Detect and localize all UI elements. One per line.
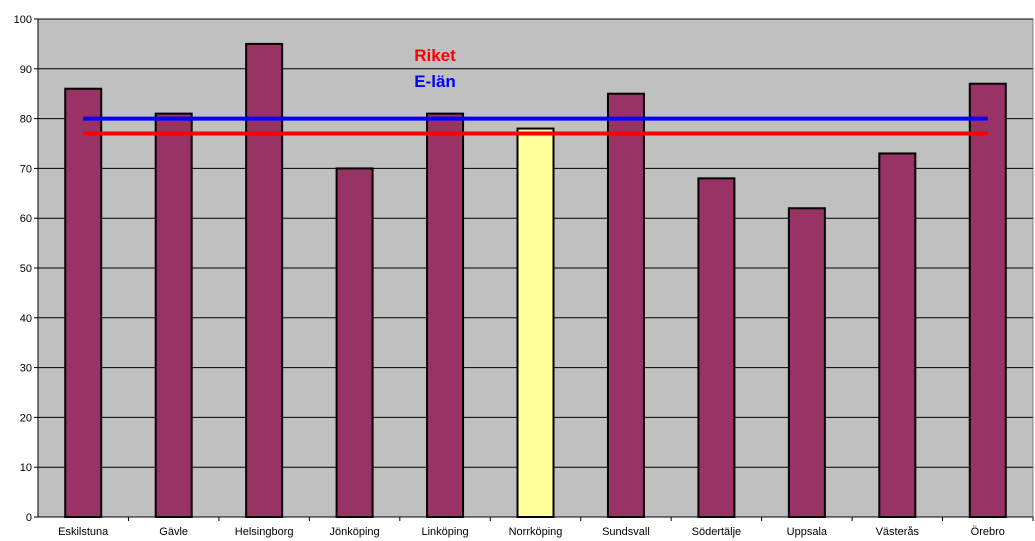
y-tick-label: 90 <box>20 64 32 76</box>
y-tick-label: 30 <box>20 363 32 375</box>
x-tick-label: Gävle <box>159 526 188 538</box>
bar <box>64 87 103 518</box>
x-tick-label: Sundsvall <box>602 526 650 538</box>
y-tick-label: 50 <box>20 263 32 275</box>
annotation-e-lan: E-län <box>414 72 456 91</box>
y-tick-label: 20 <box>20 412 32 424</box>
x-tick-label: Linköping <box>421 526 468 538</box>
bar <box>787 207 826 519</box>
x-tick-label: Eskilstuna <box>58 526 109 538</box>
bar <box>606 92 645 518</box>
bar <box>335 167 374 518</box>
x-tick-label: Örebro <box>971 526 1005 538</box>
bar <box>516 127 555 518</box>
x-tick-label: Uppsala <box>787 526 828 538</box>
x-tick-label: Västerås <box>876 526 920 538</box>
bar <box>878 152 917 519</box>
y-tick-label: 70 <box>20 163 32 175</box>
bar <box>968 82 1007 519</box>
y-tick-label: 100 <box>14 14 32 26</box>
annotation-riket: Riket <box>414 46 456 65</box>
bar <box>245 42 284 519</box>
y-tick-label: 0 <box>26 512 32 524</box>
x-tick-label: Jönköping <box>330 526 380 538</box>
y-tick-label: 80 <box>20 114 32 126</box>
bar <box>697 177 736 519</box>
y-tick-label: 10 <box>20 462 32 474</box>
bar <box>154 112 193 519</box>
x-tick-label: Helsingborg <box>235 526 294 538</box>
x-tick-label: Södertälje <box>692 526 742 538</box>
bar <box>426 112 465 519</box>
y-tick-label: 60 <box>20 213 32 225</box>
y-tick-label: 40 <box>20 313 32 325</box>
x-tick-label: Norrköping <box>509 526 563 538</box>
